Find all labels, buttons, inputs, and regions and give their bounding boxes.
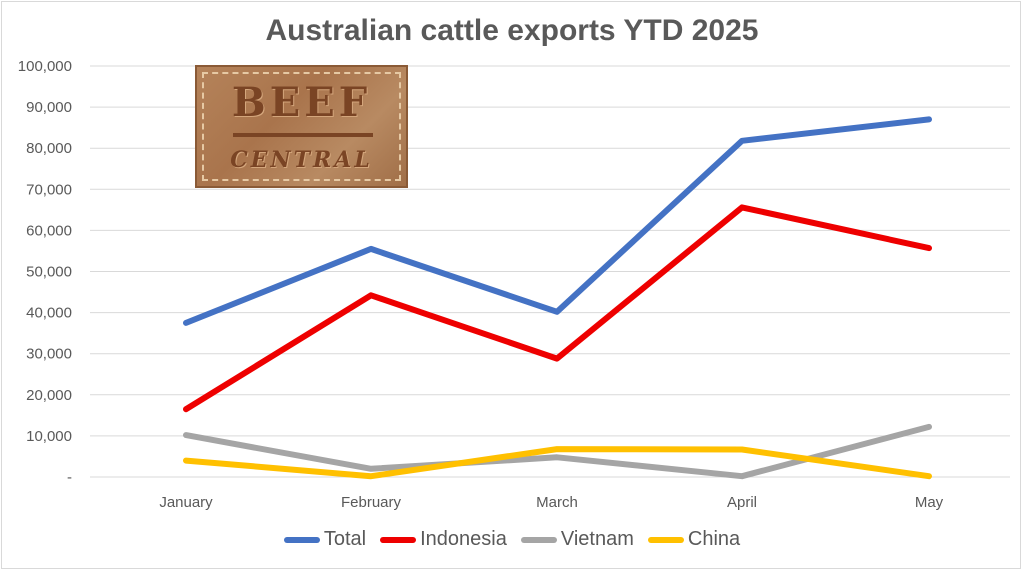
y-tick-label: 40,000 [26, 305, 72, 322]
y-tick-label: 70,000 [26, 181, 72, 198]
series-lines [183, 116, 932, 480]
legend-item-indonesia: Indonesia [380, 528, 507, 551]
x-tick-label: May [915, 494, 944, 511]
x-tick-label: April [727, 494, 757, 511]
y-tick-label: 20,000 [26, 387, 72, 404]
x-tick-label: January [159, 494, 213, 511]
y-tick-label: 30,000 [26, 346, 72, 363]
logo-text-central: CENTRAL [230, 147, 373, 173]
chart-title: Australian cattle exports YTD 2025 [265, 14, 759, 47]
legend-item-total: Total [283, 528, 367, 551]
legend-label: China [687, 528, 741, 550]
beef-central-logo: BEEF CENTRAL [195, 65, 408, 188]
legend-label: Vietnam [560, 528, 634, 550]
legend-swatch [380, 536, 417, 543]
y-tick-label: 50,000 [26, 264, 72, 281]
legend-item-china: China [647, 528, 741, 551]
y-tick-label: 10,000 [26, 428, 72, 445]
chart-legend: Total Indonesia Vietnam China [0, 528, 1024, 551]
legend-item-vietnam: Vietnam [520, 528, 634, 551]
y-tick-label: 100,000 [18, 58, 72, 75]
legend-label: Indonesia [420, 528, 507, 550]
x-tick-label: March [536, 494, 578, 511]
y-tick-label: 60,000 [26, 222, 72, 239]
y-axis-ticks: - 10,000 20,000 30,000 40,000 50,000 60,000 70,… [18, 58, 72, 486]
legend-label: Total [323, 528, 367, 550]
legend-swatch [520, 536, 557, 543]
x-axis-ticks: January February March April May [159, 494, 943, 511]
y-tick-label: 90,000 [26, 99, 72, 116]
logo-text-beef: BEEF [231, 79, 372, 126]
legend-swatch [283, 536, 320, 543]
y-tick-label: 80,000 [26, 140, 72, 157]
legend-swatch [647, 536, 684, 543]
y-tick-label: - [67, 469, 72, 486]
x-tick-label: February [341, 494, 402, 511]
